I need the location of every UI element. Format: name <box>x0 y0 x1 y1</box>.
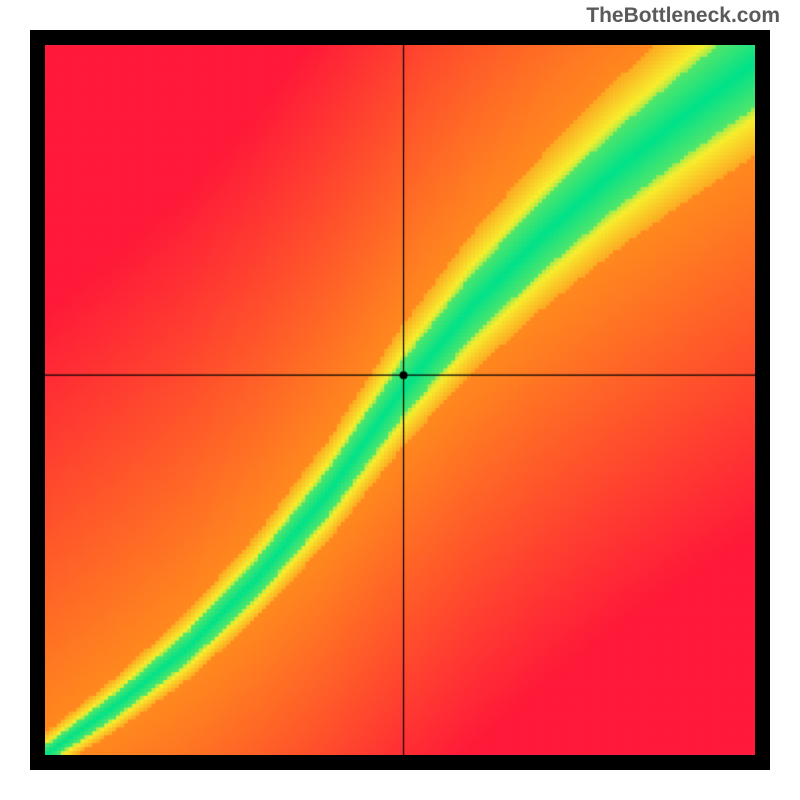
chart-frame <box>30 30 770 770</box>
watermark-text: TheBottleneck.com <box>586 4 780 28</box>
heatmap-canvas <box>45 45 755 755</box>
